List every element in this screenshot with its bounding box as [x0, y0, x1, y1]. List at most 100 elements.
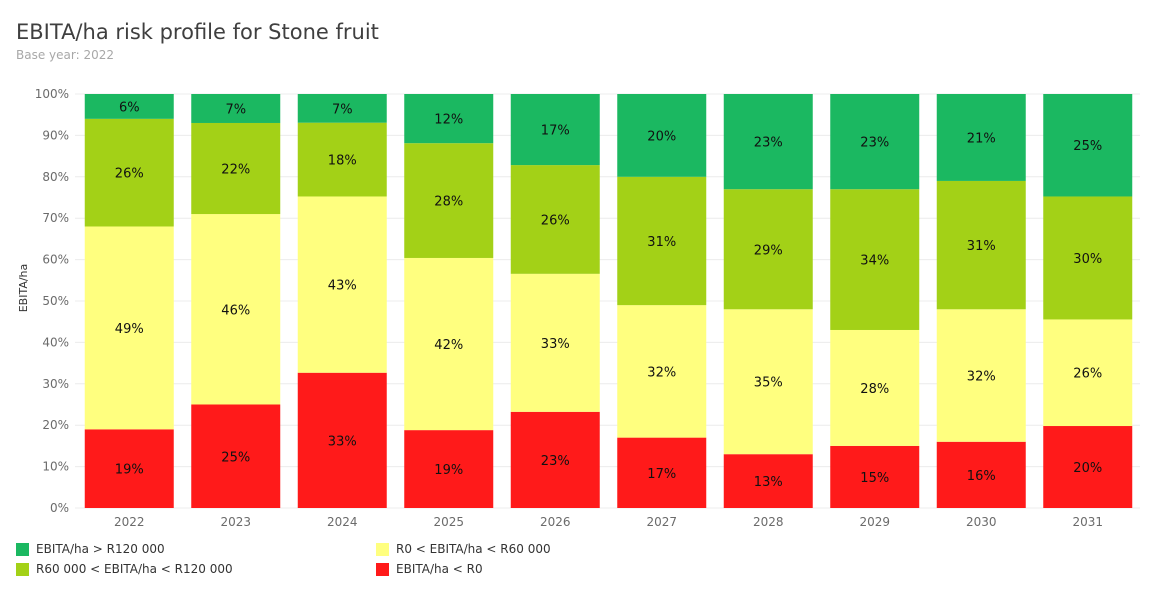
data-label: 30% [1073, 252, 1102, 267]
data-label: 26% [115, 167, 144, 182]
chart-subtitle: Base year: 2022 [16, 48, 114, 62]
bar-segment [936, 180, 1026, 310]
bar-segment [297, 372, 387, 508]
bar-segment [723, 454, 813, 508]
bar-segment [84, 226, 174, 430]
bar-segment [191, 94, 281, 123]
bar-column-2022: 19% 49% 26% 6% [84, 94, 174, 508]
data-label: 25% [1073, 139, 1102, 154]
bar-segment [830, 445, 920, 508]
x-tick-label: 2026 [540, 515, 571, 529]
data-label: 25% [221, 450, 250, 465]
bar-segment [617, 437, 707, 508]
legend-item: R0 < EBITA/ha < R60 000 [376, 540, 551, 558]
data-label: 19% [434, 463, 463, 478]
bar-column-2028: 13% 35% 29% 23% [723, 94, 813, 508]
x-tick-label: 2027 [646, 515, 677, 529]
x-tick-label: 2028 [753, 515, 784, 529]
y-axis: 0% 10% 20% 30% 40% 50% 60% 70% 80% 90% 100% [35, 87, 69, 515]
y-tick-label: 60% [42, 253, 69, 267]
data-label: 31% [967, 239, 996, 254]
data-label: 43% [328, 279, 357, 294]
bar-column-2026: 23% 33% 26% 17% [510, 94, 600, 508]
legend-item: EBITA/ha > R120 000 [16, 540, 165, 558]
legend-swatch [16, 542, 29, 556]
data-label: 15% [860, 471, 889, 486]
y-tick-label: 90% [42, 128, 69, 142]
bar-segment [510, 411, 600, 508]
x-tick-label: 2029 [859, 515, 890, 529]
y-tick-label: 100% [35, 87, 69, 101]
bar-segment [191, 214, 281, 405]
y-tick-label: 10% [42, 460, 69, 474]
bar-segment [936, 309, 1026, 442]
bar-segment [191, 404, 281, 508]
bar-column-2030: 16% 32% 31% 21% [936, 94, 1026, 508]
legend-item: EBITA/ha < R0 [376, 560, 483, 578]
bar-segment [191, 122, 281, 215]
stacked-bar-chart: 0% 10% 20% 30% 40% 50% 60% 70% 80% 90% 100% EBITA/… [17, 87, 1140, 529]
bar-segment [297, 122, 387, 197]
data-label: 21% [967, 131, 996, 146]
bar-segment [1043, 319, 1133, 427]
bar-segment [510, 94, 600, 166]
bar-column-2029: 15% 28% 34% 23% [830, 94, 920, 508]
bar-segment [723, 94, 813, 190]
bar-column-2027: 17% 32% 31% 20% [617, 94, 707, 508]
data-label: 32% [647, 365, 676, 380]
y-tick-label: 40% [42, 335, 69, 349]
data-label: 49% [115, 322, 144, 337]
data-label: 23% [541, 454, 570, 469]
bar-segment [510, 273, 600, 412]
bar-segment [84, 94, 174, 119]
legend: EBITA/ha > R120 000 R0 < EBITA/ha < R60 0… [16, 540, 1116, 584]
bar-segment [936, 441, 1026, 508]
data-label: 16% [967, 469, 996, 484]
bar-segment [404, 257, 494, 431]
data-label: 42% [434, 338, 463, 353]
data-label: 28% [860, 382, 889, 397]
data-label: 34% [860, 254, 889, 269]
data-label: 18% [328, 154, 357, 169]
data-label: 32% [967, 370, 996, 385]
bar-segment [1043, 94, 1133, 197]
bar-segment [723, 189, 813, 310]
legend-swatch [376, 542, 389, 556]
x-tick-label: 2022 [114, 515, 145, 529]
data-label: 23% [860, 136, 889, 151]
data-label: 17% [647, 467, 676, 482]
bar-segment [830, 329, 920, 446]
data-label: 33% [541, 337, 570, 352]
data-label: 22% [221, 163, 250, 178]
bar-segment [84, 429, 174, 508]
legend-swatch [16, 562, 29, 576]
data-label: 13% [754, 475, 783, 490]
x-tick-label: 2031 [1072, 515, 1103, 529]
data-label: 35% [754, 376, 783, 391]
legend-label: R0 < EBITA/ha < R60 000 [396, 542, 551, 556]
bar-segment [830, 189, 920, 330]
y-tick-label: 70% [42, 211, 69, 225]
data-label: 19% [115, 463, 144, 478]
data-label: 28% [434, 195, 463, 210]
x-tick-label: 2030 [966, 515, 997, 529]
data-label: 7% [332, 102, 353, 117]
y-axis-label: EBITA/ha [17, 264, 30, 313]
bar-segment [404, 143, 494, 258]
data-label: 12% [434, 113, 463, 128]
data-label: 20% [647, 129, 676, 144]
x-tick-label: 2025 [433, 515, 464, 529]
bar-segment [617, 176, 707, 306]
bar-segment [297, 94, 387, 123]
legend-swatch [376, 562, 389, 576]
bar-column-2024: 33% 43% 18% 7% [297, 94, 387, 508]
bar-segment [617, 94, 707, 177]
data-label: 7% [225, 102, 246, 117]
bar-segment [404, 430, 494, 508]
data-label: 33% [328, 434, 357, 449]
bar-segment [723, 309, 813, 455]
bar-segment [510, 165, 600, 274]
y-tick-label: 0% [50, 501, 69, 515]
bar-column-2023: 25% 46% 22% 7% [191, 94, 281, 508]
bar-column-2025: 19% 42% 28% 12% [404, 94, 494, 508]
